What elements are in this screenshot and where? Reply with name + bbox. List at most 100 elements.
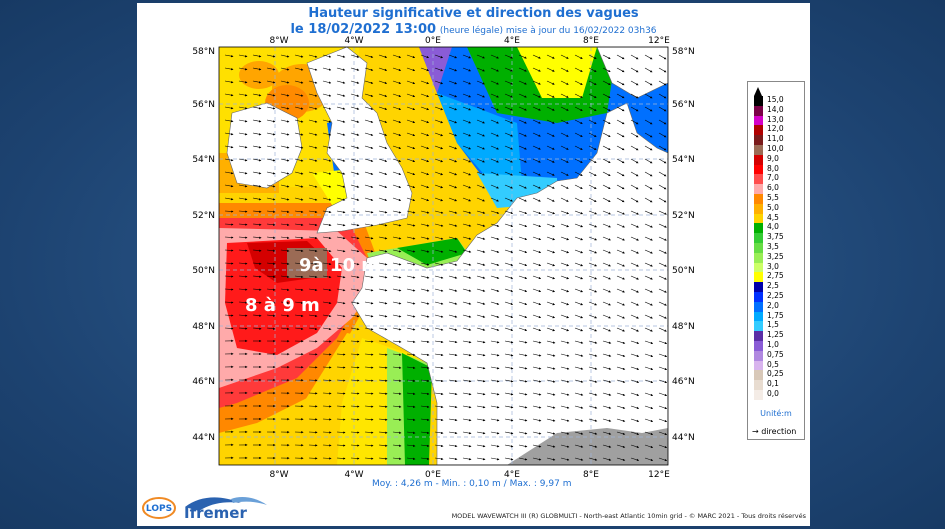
direction-arrow — [252, 145, 262, 149]
direction-arrow — [406, 197, 416, 202]
direction-arrow — [588, 457, 598, 461]
direction-arrow — [462, 288, 472, 292]
direction-arrow — [420, 80, 430, 85]
direction-arrow — [252, 54, 262, 58]
direction-arrow — [350, 379, 360, 382]
direction-arrow — [462, 301, 472, 305]
direction-arrow — [280, 119, 290, 123]
direction-arrow — [350, 158, 360, 162]
direction-arrow — [336, 197, 346, 201]
direction-arrow — [616, 54, 625, 60]
direction-arrow — [224, 288, 234, 291]
direction-arrow — [364, 327, 374, 331]
direction-arrow — [462, 353, 472, 357]
direction-arrow — [434, 93, 444, 98]
direction-arrow — [476, 54, 485, 59]
direction-arrow — [602, 210, 611, 215]
direction-arrow — [546, 418, 556, 422]
direction-arrow — [560, 353, 570, 357]
direction-arrow — [434, 275, 444, 279]
direction-arrow — [322, 184, 332, 188]
direction-arrow — [462, 171, 472, 176]
direction-arrow — [532, 236, 542, 241]
direction-arrow — [294, 210, 304, 214]
legend-label: 2,0 — [767, 300, 779, 310]
direction-arrow — [616, 288, 625, 293]
direction-arrow — [280, 54, 290, 58]
direction-arrow — [518, 262, 528, 267]
direction-arrow — [644, 392, 654, 397]
direction-arrow — [280, 106, 290, 110]
direction-arrow — [280, 262, 290, 265]
direction-arrow — [574, 392, 584, 396]
direction-arrow — [266, 158, 276, 162]
direction-arrow — [322, 249, 332, 253]
direction-arrow — [406, 444, 416, 447]
direction-arrow — [364, 119, 374, 123]
direction-arrow — [462, 431, 472, 435]
direction-arrow — [602, 197, 611, 202]
direction-arrow — [574, 249, 584, 254]
direction-arrow — [448, 54, 458, 59]
direction-arrow — [560, 288, 570, 293]
direction-arrow — [378, 158, 388, 163]
direction-arrow — [420, 431, 430, 435]
direction-arrow — [504, 197, 513, 202]
direction-arrow — [546, 405, 556, 409]
direction-arrow — [378, 132, 388, 137]
legend-swatch — [754, 164, 763, 175]
direction-arrow — [658, 145, 667, 151]
direction-arrow — [616, 275, 625, 280]
direction-arrow — [658, 457, 668, 462]
direction-arrow — [350, 392, 360, 395]
direction-arrow — [378, 262, 388, 266]
direction-arrow — [294, 184, 304, 188]
direction-arrow — [616, 249, 625, 254]
direction-arrow — [406, 392, 416, 395]
direction-arrow — [364, 301, 374, 305]
direction-arrow — [420, 457, 430, 461]
direction-arrow — [574, 314, 584, 319]
direction-arrow — [658, 405, 668, 410]
direction-arrow — [658, 353, 668, 358]
direction-arrow — [602, 314, 611, 319]
direction-arrow — [336, 405, 346, 408]
direction-arrow — [630, 158, 639, 164]
direction-arrow — [588, 249, 598, 254]
direction-arrow — [616, 80, 625, 86]
direction-arrow — [420, 275, 430, 279]
direction-arrow — [266, 93, 276, 97]
direction-arrow — [644, 119, 653, 125]
direction-arrow — [532, 132, 541, 137]
direction-arrow — [602, 340, 612, 344]
direction-arrow — [518, 249, 528, 254]
direction-arrow — [658, 93, 667, 99]
direction-arrow — [392, 327, 402, 331]
direction-arrow — [588, 444, 598, 448]
direction-arrow — [574, 67, 583, 72]
direction-arrow — [406, 145, 416, 150]
lat-label: 56°N — [192, 100, 215, 110]
direction-arrow — [518, 405, 528, 409]
direction-arrow — [574, 340, 584, 344]
stats-line: Moy. : 4,26 m - Min. : 0,10 m / Max. : 9… — [372, 479, 572, 489]
legend-direction: → direction — [752, 427, 796, 436]
direction-arrow — [364, 418, 374, 421]
model-credit: MODEL WAVEWATCH III (R) GLOBMULTI - Nort… — [451, 512, 806, 520]
direction-arrow — [588, 93, 597, 98]
direction-arrow — [616, 418, 626, 422]
direction-arrow — [350, 67, 360, 71]
direction-arrow — [644, 379, 654, 384]
direction-arrow — [406, 275, 416, 279]
direction-arrow — [308, 301, 318, 305]
legend-label: 0,5 — [767, 359, 779, 369]
direction-arrow — [658, 223, 667, 228]
direction-arrow — [308, 327, 318, 331]
direction-arrow — [322, 301, 332, 305]
direction-arrow — [238, 301, 248, 304]
direction-arrow — [294, 93, 304, 97]
direction-arrow — [448, 171, 458, 176]
direction-arrow — [420, 197, 430, 202]
direction-arrow — [448, 405, 458, 409]
direction-arrow — [602, 80, 611, 85]
